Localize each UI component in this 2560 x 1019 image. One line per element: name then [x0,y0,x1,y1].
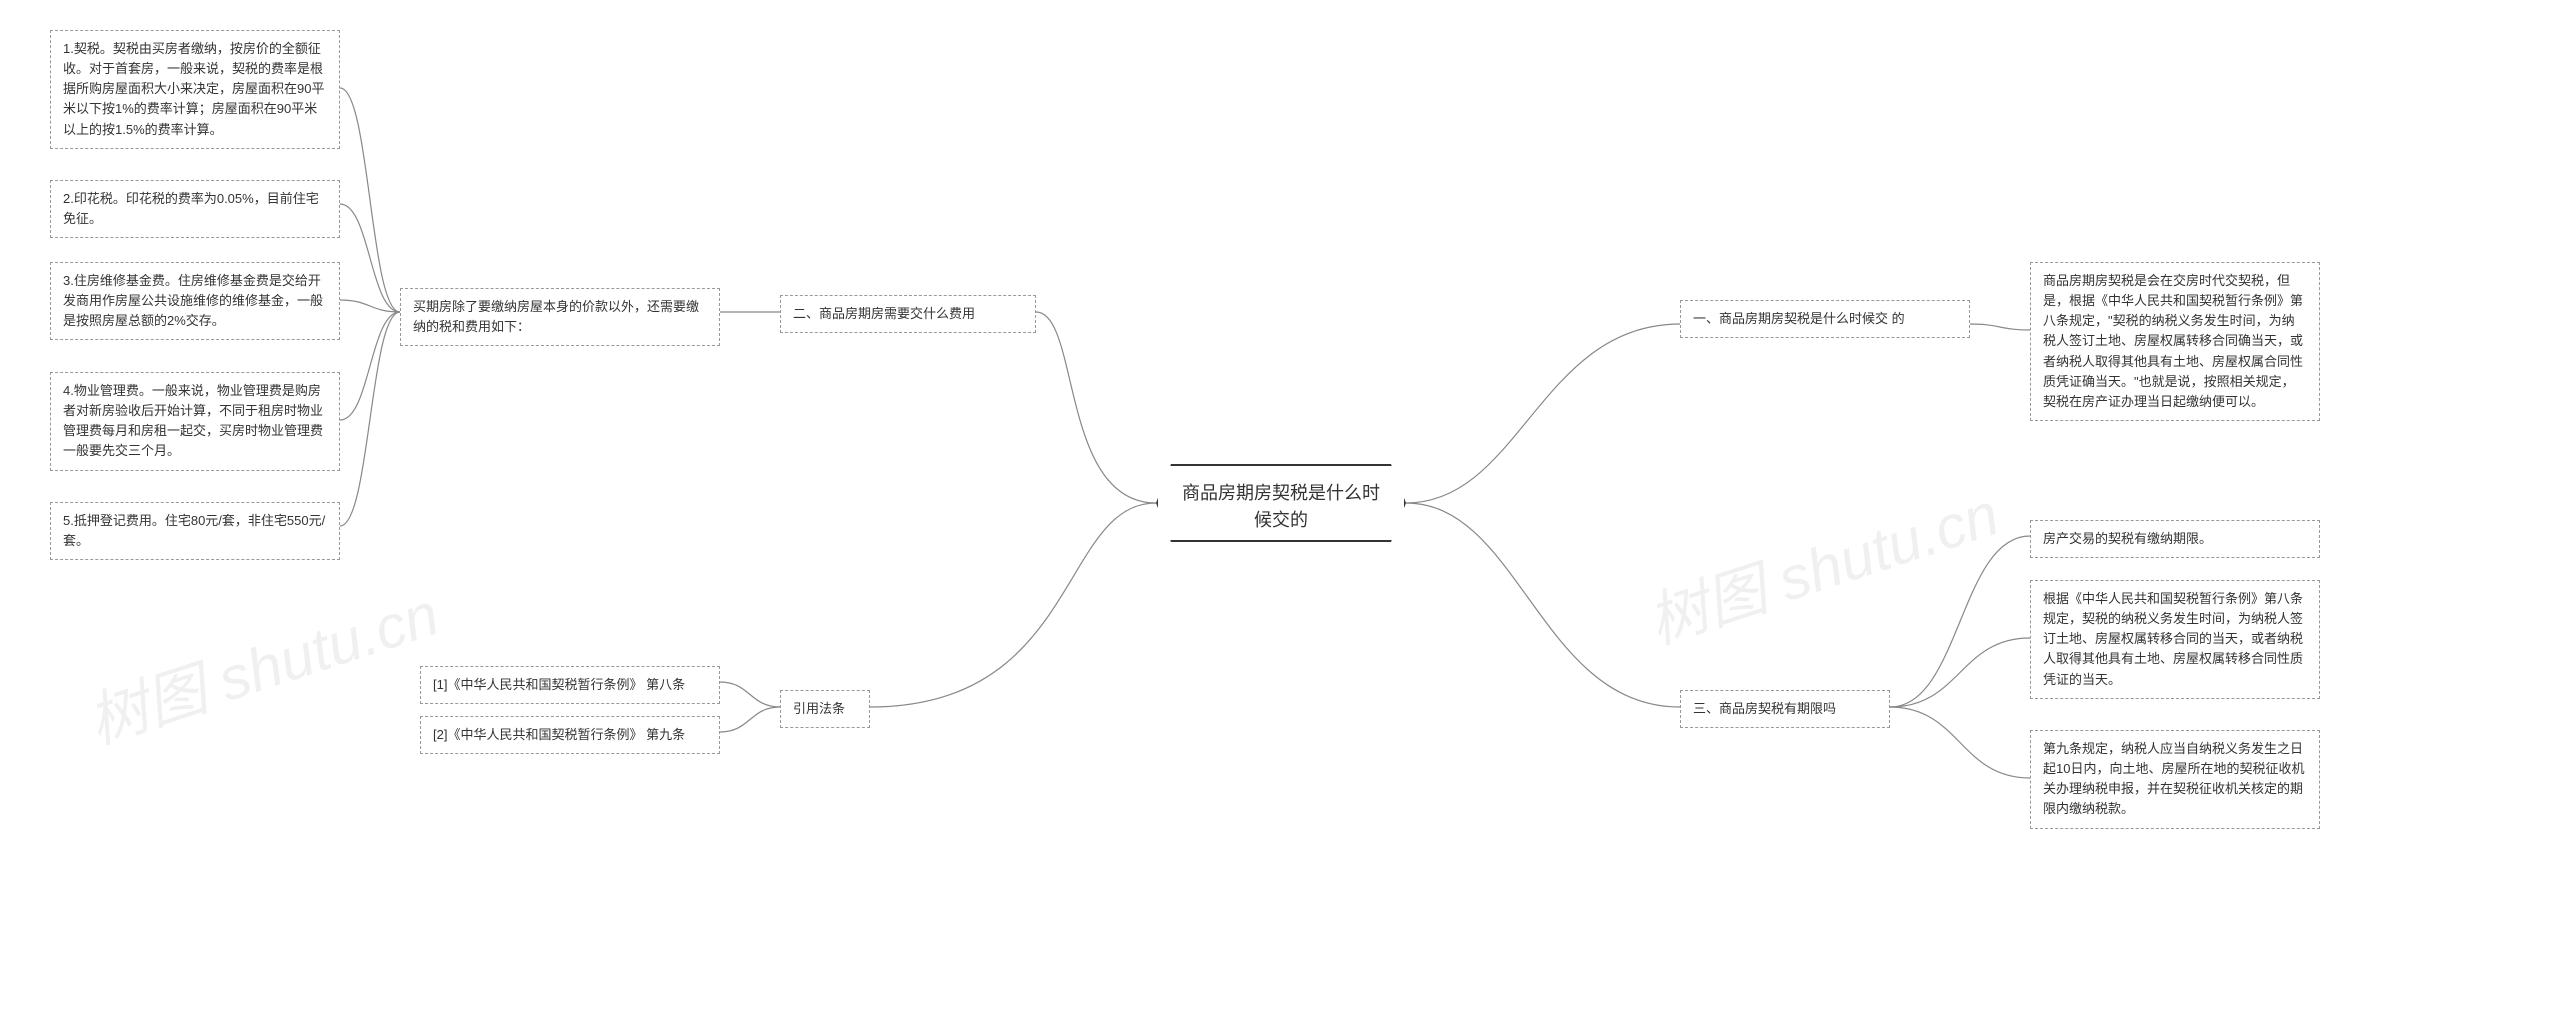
branch-2-child-1: 2.印花税。印花税的费率为0.05%，目前住宅免征。 [50,180,340,238]
branch-3-child-1: 根据《中华人民共和国契税暂行条例》第八条规定，契税的纳税义务发生时间，为纳税人签… [2030,580,2320,699]
root-node: 商品房期房契税是什么时 候交的 [1156,464,1406,542]
branch-2-sub: 买期房除了要缴纳房屋本身的价款以外，还需要缴纳的税和费用如下： [400,288,720,346]
branch-1-child-0: 商品房期房契税是会在交房时代交契税，但是，根据《中华人民共和国契税暂行条例》第八… [2030,262,2320,421]
branch-2-child-0: 1.契税。契税由买房者缴纳，按房价的全额征收。对于首套房，一般来说，契税的费率是… [50,30,340,149]
branch-section-2: 二、商品房期房需要交什么费用 [780,295,1036,333]
watermark-2: 树图 shutu.cn [1635,466,2008,661]
branch-2-child-4: 5.抵押登记费用。住宅80元/套，非住宅550元/套。 [50,502,340,560]
branch-3-child-2: 第九条规定，纳税人应当自纳税义务发生之日起10日内，向土地、房屋所在地的契税征收… [2030,730,2320,829]
branch-section-3: 三、商品房契税有期限吗 [1680,690,1890,728]
branch-references: 引用法条 [780,690,870,728]
branch-2-child-3: 4.物业管理费。一般来说，物业管理费是购房者对新房验收后开始计算，不同于租房时物… [50,372,340,471]
references-child-0: [1]《中华人民共和国契税暂行条例》 第八条 [420,666,720,704]
branch-3-child-0: 房产交易的契税有缴纳期限。 [2030,520,2320,558]
branch-2-child-2: 3.住房维修基金费。住房维修基金费是交给开发商用作房屋公共设施维修的维修基金，一… [50,262,340,340]
branch-section-1: 一、商品房期房契税是什么时候交 的 [1680,300,1970,338]
references-child-1: [2]《中华人民共和国契税暂行条例》 第九条 [420,716,720,754]
watermark-1: 树图 shutu.cn [75,566,448,761]
